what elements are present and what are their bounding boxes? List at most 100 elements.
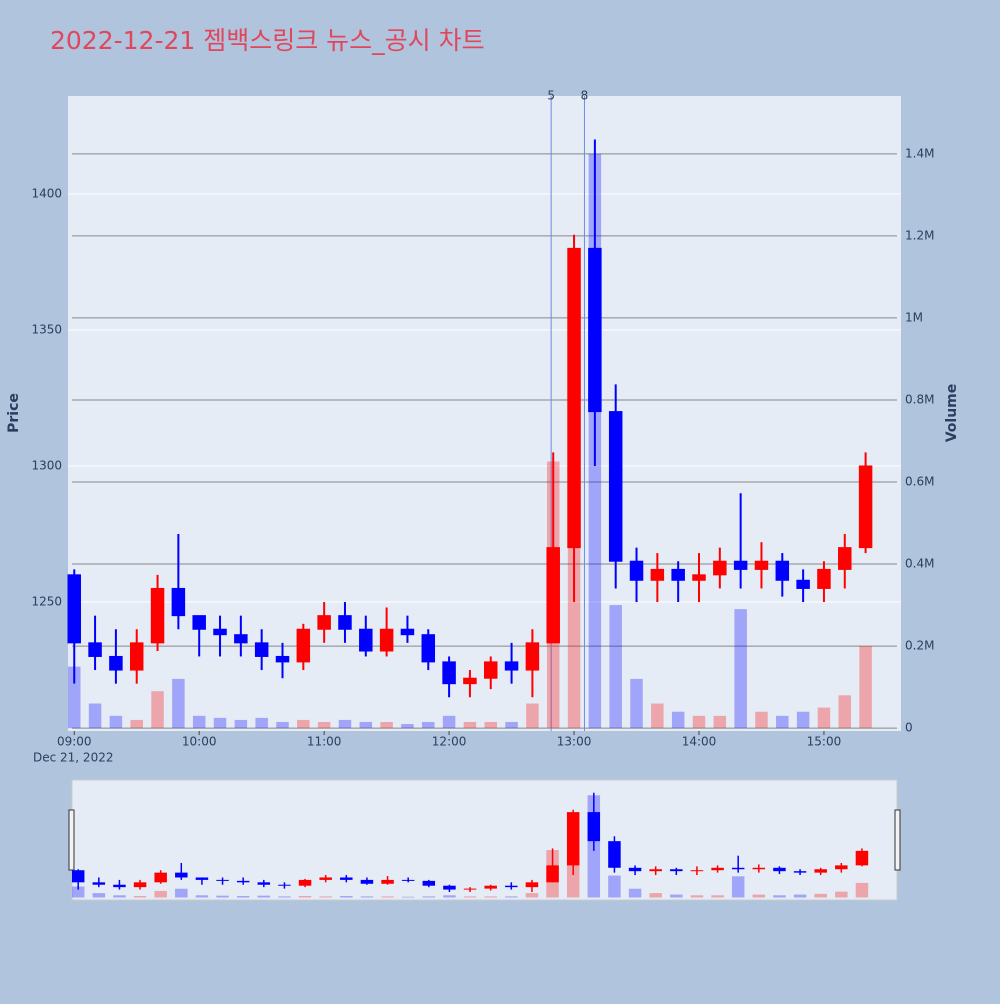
mini-volume-bar: [154, 890, 167, 898]
candle-body: [504, 661, 519, 671]
mini-candle-body: [154, 872, 167, 883]
mini-volume-bar: [711, 895, 724, 898]
y2-tick-label: 0.2M: [905, 639, 934, 653]
mini-volume-bar: [360, 896, 374, 898]
y2-tick-label: 1.4M: [905, 146, 934, 160]
mini-volume-bar: [690, 895, 704, 898]
y2-tick-label: 0: [905, 721, 913, 735]
mini-volume-bar: [298, 896, 312, 898]
candle-body: [171, 587, 186, 617]
volume-bar: [692, 715, 706, 729]
mini-candle-body: [298, 879, 312, 886]
mini-candle-body: [628, 867, 642, 872]
mini-volume-bar: [628, 888, 642, 898]
volume-bar: [255, 717, 268, 729]
volume-bar: [213, 717, 227, 729]
candle-body: [192, 615, 206, 630]
candle-body: [234, 634, 248, 644]
candle-body: [525, 642, 540, 671]
mini-candle-body: [216, 879, 229, 881]
y2-tick-label: 0.6M: [905, 475, 934, 489]
mini-volume-bar: [814, 893, 827, 898]
volume-bar: [609, 605, 622, 729]
candle-body: [671, 568, 685, 581]
mini-candle-body: [566, 812, 580, 866]
mini-candle-body: [670, 869, 683, 872]
candle-body: [296, 628, 311, 663]
x-tick-label: 09:00: [57, 735, 92, 749]
mini-candle-body: [195, 877, 209, 880]
volume-bar: [338, 719, 352, 729]
mini-volume-bar: [319, 896, 332, 898]
x-tick-label: 15:00: [807, 735, 842, 749]
candle-body: [838, 547, 852, 570]
y-tick-label: 1300: [31, 459, 62, 473]
volume-bar: [276, 721, 289, 729]
mini-candle-body: [236, 880, 250, 883]
volume-bar: [734, 609, 747, 729]
mini-candle-body: [443, 885, 456, 890]
mini-candle-body: [71, 870, 85, 883]
slider-handle-right[interactable]: [894, 809, 901, 871]
volume-bar: [776, 715, 789, 729]
volume-bar: [130, 719, 143, 729]
annotation-label: 5: [547, 89, 555, 103]
y2-tick-label: 1M: [905, 310, 923, 324]
mini-candle-body: [752, 867, 766, 870]
slider-handle-left[interactable]: [68, 809, 75, 871]
mini-candle-body: [793, 871, 807, 873]
volume-bar: [234, 719, 248, 729]
volume-bar: [838, 695, 852, 729]
mini-volume-bar: [566, 860, 580, 898]
y2-tick-label: 0.4M: [905, 557, 934, 571]
mini-volume-bar: [773, 895, 786, 898]
mini-candle-body: [649, 869, 662, 872]
candle-body: [254, 642, 269, 657]
mini-candle-body: [505, 885, 518, 888]
volume-bar: [859, 646, 872, 729]
mini-candle-body: [855, 850, 869, 866]
volume-bar: [442, 715, 456, 729]
volume-bar: [172, 678, 185, 729]
mini-volume-bar: [236, 896, 250, 898]
range-slider[interactable]: [71, 779, 898, 901]
candle-body: [692, 574, 706, 581]
mini-chart: [71, 792, 869, 898]
mini-volume-bar: [463, 896, 477, 898]
mini-volume-bar: [278, 896, 291, 898]
volume-bar: [630, 678, 643, 729]
annotation-label: 8: [581, 89, 589, 103]
candle-body: [379, 628, 394, 652]
mini-candle-body: [381, 879, 394, 884]
candle-body: [754, 560, 769, 570]
volume-bar: [359, 721, 373, 729]
candle-body: [213, 628, 227, 636]
candle-body: [109, 655, 123, 671]
candle-body: [484, 661, 498, 679]
mini-candle-body: [463, 888, 477, 890]
candle-body: [129, 642, 144, 671]
candle-body: [463, 677, 477, 685]
mini-volume-bar: [484, 896, 497, 898]
candle-body: [317, 615, 331, 630]
mini-candle-body: [340, 877, 353, 880]
volume-bar: [68, 666, 81, 729]
x-date-label: Dec 21, 2022: [33, 751, 113, 765]
candle-body: [608, 411, 623, 562]
mini-volume-bar: [525, 893, 539, 898]
volume-bar: [192, 715, 206, 729]
candle-body: [400, 628, 415, 636]
x-tick-label: 13:00: [557, 735, 592, 749]
x-tick-label: 14:00: [682, 735, 717, 749]
mini-volume-bar: [216, 895, 229, 898]
mini-candle-body: [835, 865, 848, 870]
volume-bar: [526, 703, 539, 729]
candle-body: [338, 615, 352, 630]
mini-candle-body: [711, 867, 724, 871]
candle-body: [775, 560, 790, 581]
mini-volume-bar: [257, 895, 271, 898]
mini-candle-body: [92, 882, 106, 885]
mini-volume-bar: [422, 896, 436, 898]
mini-candle-body: [401, 879, 415, 881]
candle-body: [67, 574, 81, 644]
